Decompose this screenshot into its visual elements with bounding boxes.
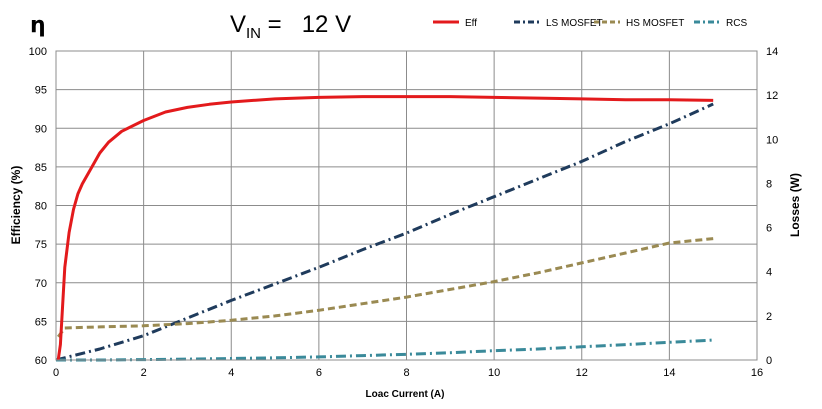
y-left-tick-label: 95	[35, 85, 47, 97]
eta-symbol: η	[30, 13, 46, 38]
legend-label-rcs: RCS	[726, 18, 747, 29]
x-axis-title: Loac Current (A)	[366, 389, 445, 400]
y-left-tick-label: 85	[35, 162, 47, 174]
y-right-tick-label: 10	[766, 134, 778, 146]
y-right-axis-title: Losses (W)	[788, 173, 802, 237]
y-left-tick-labels: 60 65 70 75 80 85 90 95 100	[29, 46, 47, 367]
y-right-tick-label: 14	[766, 46, 778, 58]
series-line-rcs	[56, 338, 714, 362]
x-tick-label: 8	[403, 367, 409, 379]
y-right-tick-label: 4	[766, 267, 772, 279]
x-tick-label: 14	[663, 367, 675, 379]
y-left-axis-title: Efficiency (%)	[9, 166, 23, 245]
y-right-tick-label: 0	[766, 355, 772, 367]
series-line-hs-mosfet	[57, 237, 714, 338]
title-suffix: = 12 V	[261, 11, 351, 38]
x-tick-label: 10	[488, 367, 500, 379]
y-right-tick-labels: 0 2 4 6 8 10 12 14	[766, 46, 778, 367]
y-right-tick-label: 12	[766, 90, 778, 102]
x-tick-label: 12	[576, 367, 588, 379]
x-tick-label: 6	[316, 367, 322, 379]
chart-title: VIN = 12 V	[230, 11, 351, 42]
x-tick-labels: 0 2 4 6 8 10 12 14 16	[53, 367, 763, 379]
plot-border	[55, 50, 758, 361]
x-tick-label: 4	[228, 367, 234, 379]
legend-label-hs-mosfet: HS MOSFET	[626, 18, 684, 29]
y-left-tick-label: 70	[35, 278, 47, 290]
legend-label-eff: Eff	[465, 18, 477, 29]
series-line-ls-mosfet	[55, 102, 714, 362]
y-right-tick-label: 6	[766, 223, 772, 235]
y-left-tick-label: 80	[35, 201, 47, 213]
y-right-tick-label: 2	[766, 311, 772, 323]
y-right-tick-label: 8	[766, 178, 772, 190]
title-prefix: V	[230, 11, 246, 38]
x-tick-label: 16	[751, 367, 763, 379]
y-left-tick-label: 60	[35, 355, 47, 367]
series-line-eff	[56, 95, 714, 361]
y-left-tick-label: 90	[35, 123, 47, 135]
y-left-tick-label: 65	[35, 316, 47, 328]
legend: Eff LS MOSFET HS MOSFET RCS	[433, 18, 747, 29]
title-subscript: IN	[246, 25, 261, 42]
y-left-tick-label: 75	[35, 239, 47, 251]
series-lines	[55, 95, 714, 362]
x-tick-label: 2	[141, 367, 147, 379]
legend-label-ls-mosfet: LS MOSFET	[546, 18, 603, 29]
x-tick-label: 0	[53, 367, 59, 379]
plot-frame	[55, 50, 758, 361]
y-left-tick-label: 100	[29, 46, 47, 58]
